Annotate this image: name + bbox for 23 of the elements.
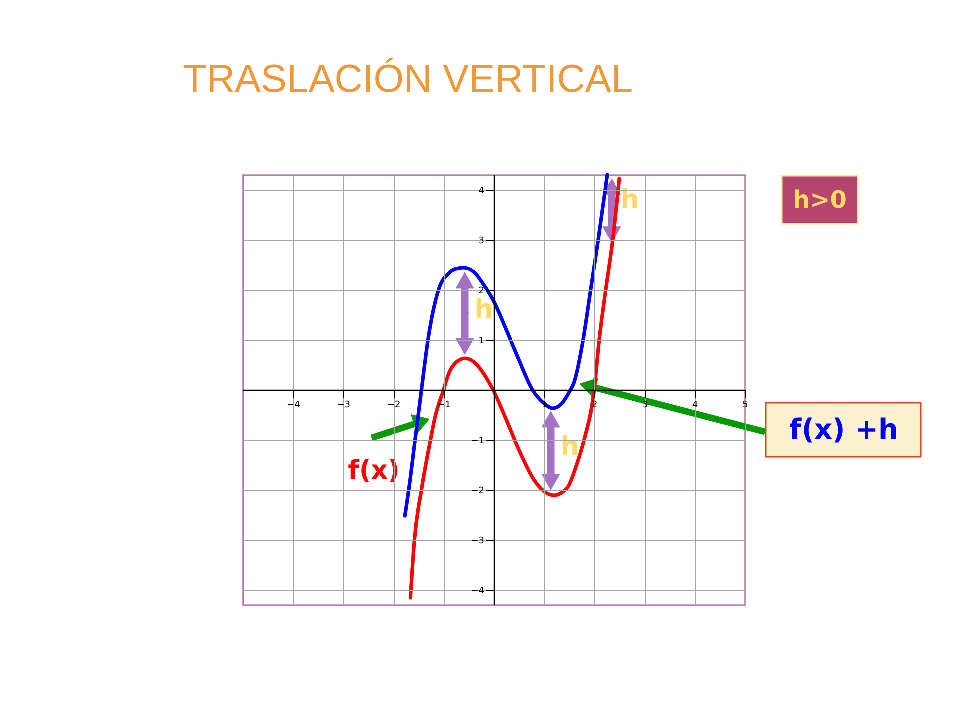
- x-tick-label: −3: [337, 400, 351, 410]
- x-tick-label: 1: [542, 400, 548, 410]
- line-series: [403, 173, 610, 518]
- y-tick-label: 2: [478, 286, 484, 296]
- x-tick-label: 5: [742, 400, 748, 410]
- y-tick-label: 1: [478, 336, 484, 346]
- y-tick-label: −2: [471, 486, 484, 496]
- line-series: [408, 177, 622, 600]
- y-tick-label: −4: [471, 586, 485, 596]
- x-tick-label: −4: [287, 400, 301, 410]
- chart-title: TRASLACIÓN VERTICAL: [183, 58, 634, 102]
- y-tick-label: 4: [478, 186, 485, 196]
- annotation: h: [620, 185, 640, 215]
- annotation: h: [474, 295, 494, 325]
- y-tick-label: −3: [471, 536, 484, 546]
- x-tick-label: −2: [387, 400, 401, 410]
- y-tick-label: 3: [478, 236, 484, 246]
- text: f(x) +h: [790, 413, 898, 446]
- text: h>0: [793, 186, 847, 214]
- y-tick-label: −1: [471, 436, 484, 446]
- annotation: h: [560, 432, 580, 462]
- x-tick-label: 4: [692, 400, 698, 410]
- series-label: f(x): [348, 456, 400, 486]
